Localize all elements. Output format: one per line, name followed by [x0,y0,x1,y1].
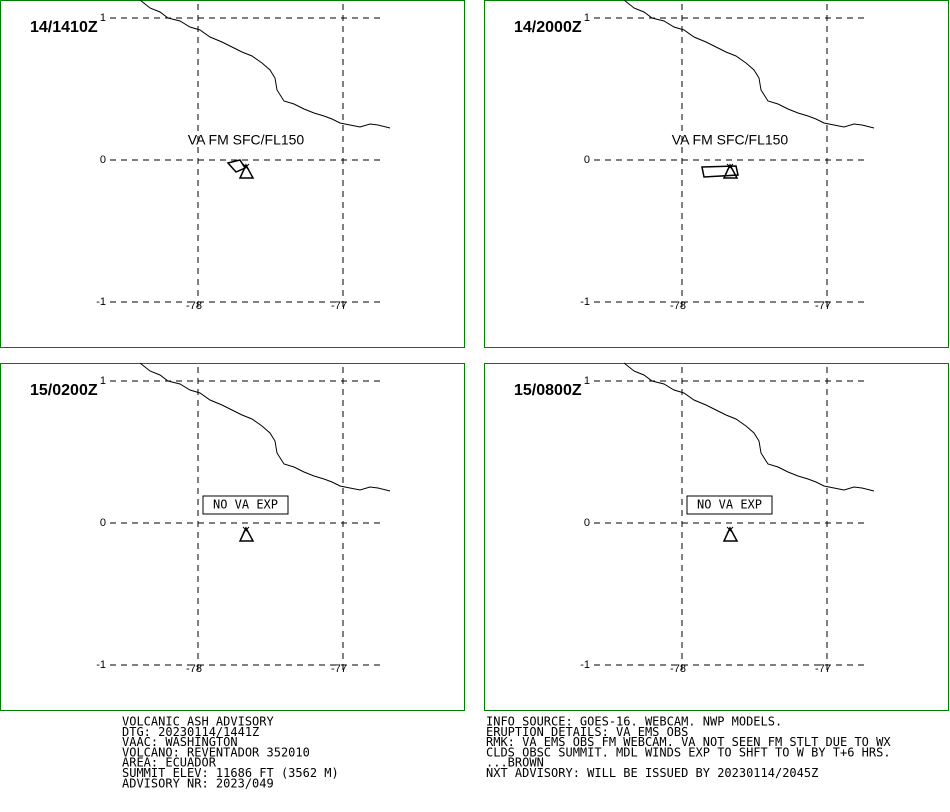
lon-label: -78 [186,663,202,675]
lat-label: -1 [96,296,106,308]
advisory-line: ERUPTION DETAILS: VA EMS OBS [486,725,688,739]
ash-area [226,159,247,173]
volcano-symbol [238,526,255,542]
advisory-line: ...BROWN [486,756,544,770]
advisory-line: DTG: 20230114/1441Z [122,725,259,739]
lon-label: -77 [815,663,831,675]
map-panel: 1 0 -1 -78 -77 14/1410Z VA FM SFC/FL150 [0,0,465,348]
map-panel: 1 0 -1 -78 -77 15/0200Z NO VA EXP [0,362,465,711]
valid-time: 15/0200Z [30,382,98,399]
volcano-mark [726,163,734,171]
advisory-line: CLDS OBSC SUMMIT. MDL WINDS EXP TO SHFT … [486,745,891,759]
valid-time: 14/1410Z [30,19,98,36]
lon-label: -77 [331,663,347,675]
volcano-symbol [722,163,739,179]
ash-annotation: VA FM SFC/FL150 [188,132,305,148]
lat-label: 0 [584,517,590,529]
advisory-line: INFO SOURCE: GOES-16. WEBCAM. NWP MODELS… [486,715,782,729]
ash-area [701,165,739,178]
ash-annotation: NO VA EXP [697,498,762,512]
panel-border [484,0,949,348]
advisory-line: VOLCANIC ASH ADVISORY [122,715,274,729]
coastline [139,0,391,129]
lat-label: -1 [580,296,590,308]
valid-time: 15/0800Z [514,382,582,399]
lat-label: 1 [584,375,590,387]
coastline [139,362,391,492]
advisory-line: SUMMIT ELEV: 11686 FT (3562 M) [122,766,339,780]
volcano-symbol [238,163,255,179]
volcano-symbol [722,526,739,542]
lat-label: 1 [100,375,106,387]
panel-border [484,363,949,711]
advisory-line: AREA: ECUADOR [122,756,217,770]
lon-label: -78 [670,300,686,312]
ash-annotation: VA FM SFC/FL150 [672,132,789,148]
lat-label: 1 [100,12,106,24]
lat-label: -1 [96,659,106,671]
advisory-line: VOLCANO: REVENTADOR 352010 [122,745,310,759]
lat-label: 0 [100,154,106,166]
valid-time: 14/2000Z [514,19,582,36]
lat-label: 1 [584,12,590,24]
lon-label: -78 [670,663,686,675]
lat-label: -1 [580,659,590,671]
coastline [623,362,875,492]
lat-label: 0 [584,154,590,166]
coastline [623,0,875,129]
advisory-line: VAAC: WASHINGTON [122,735,238,749]
annotation-box [202,495,289,515]
lat-label: 0 [100,517,106,529]
advisory-line: RMK: VA EMS OBS FM WEBCAM. VA NOT SEEN F… [486,735,891,749]
volcano-mark [242,526,250,534]
advisory-line: NXT ADVISORY: WILL BE ISSUED BY 20230114… [486,766,818,780]
lon-label: -78 [186,300,202,312]
annotation-box [686,495,773,515]
map-panel: 1 0 -1 -78 -77 15/0800Z NO VA EXP [484,362,949,711]
advisory-line: ADVISORY NR: 2023/049 [122,776,274,790]
volcano-mark [726,526,734,534]
panel-border [0,363,465,711]
lon-label: -77 [815,300,831,312]
lon-label: -77 [331,300,347,312]
panel-border [0,0,465,348]
map-panel: 1 0 -1 -78 -77 14/2000Z VA FM SFC/FL150 [484,0,949,348]
ash-annotation: NO VA EXP [213,498,278,512]
